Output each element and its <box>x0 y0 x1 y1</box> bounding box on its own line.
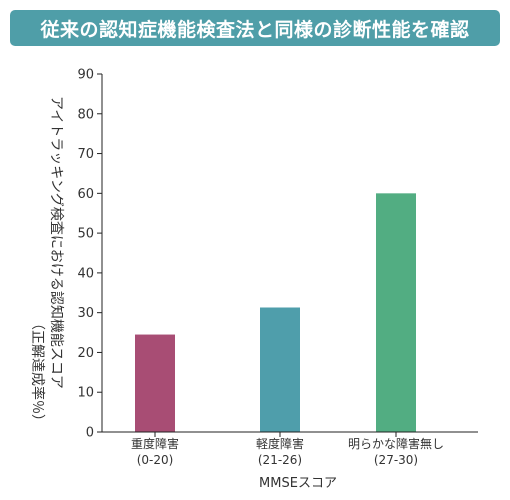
x-tick-label: 軽度障害 <box>256 436 304 451</box>
x-tick-label: (27-30) <box>374 453 418 467</box>
x-tick-label: 重度障害 <box>131 436 179 451</box>
bar-3 <box>376 193 416 432</box>
y-axis-subtitle: （正解達成率％） <box>29 316 46 428</box>
x-axis-title: MMSEスコア <box>259 476 337 491</box>
chart-title: 従来の認知症機能検査法と同様の診断性能を確認 <box>40 18 470 41</box>
y-tick-label: 20 <box>77 346 94 361</box>
x-tick-label: 明らかな障害無し <box>348 436 444 451</box>
bar-1 <box>135 334 175 432</box>
title-banner: 従来の認知症機能検査法と同様の診断性能を確認 <box>10 10 500 46</box>
y-tick-label: 30 <box>77 306 94 321</box>
bar-2 <box>260 307 300 432</box>
x-tick-label: (21-26) <box>258 453 302 467</box>
y-tick-label: 70 <box>77 147 94 162</box>
y-tick-label: 90 <box>77 68 94 83</box>
y-tick-label: 10 <box>77 386 94 401</box>
y-tick-label: 60 <box>77 187 94 202</box>
x-tick-label: (0-20) <box>137 453 174 467</box>
y-tick-label: 50 <box>77 227 94 242</box>
y-tick-label: 0 <box>86 426 94 441</box>
y-axis-title: アイトラッキング検査における認知機能スコア <box>48 96 65 389</box>
y-tick-label: 40 <box>77 266 94 281</box>
y-tick-label: 80 <box>77 107 94 122</box>
